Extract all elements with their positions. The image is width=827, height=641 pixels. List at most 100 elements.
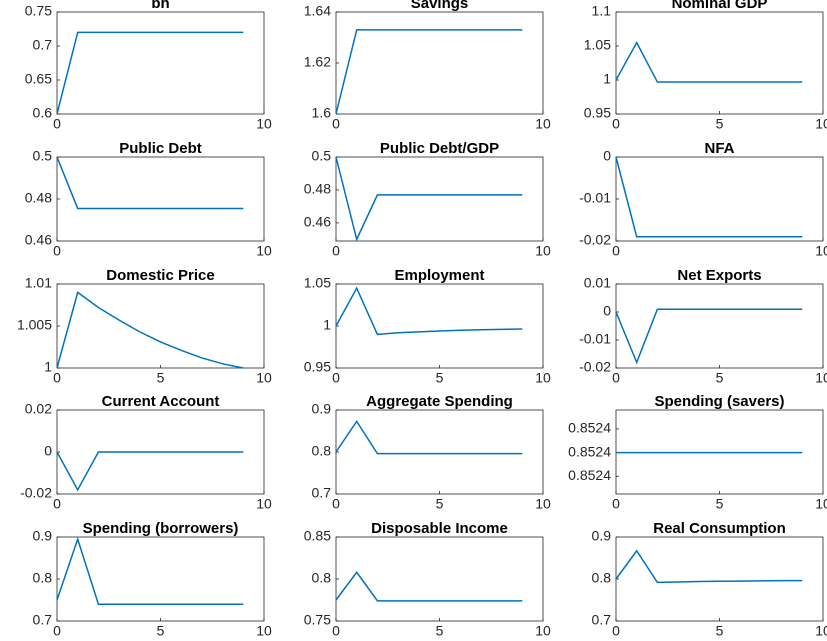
y-tick-label: -0.02	[579, 232, 611, 248]
subplot-title: Public Debt/GDP	[380, 140, 499, 157]
y-tick-label: 0.7	[592, 612, 612, 628]
y-tick-label: 0.7	[33, 37, 53, 53]
y-tick-label: 0.8524	[568, 443, 611, 459]
y-tick-label: 0.7	[312, 485, 332, 501]
data-line	[335, 29, 523, 115]
x-tick-label: 10	[535, 496, 551, 512]
y-tick-label: 0.6	[33, 105, 53, 121]
y-tick-label: 0	[44, 443, 52, 459]
y-tick-label: 1	[323, 317, 331, 333]
x-tick-label: 5	[716, 370, 724, 386]
y-tick-label: 1.05	[304, 275, 331, 291]
axes-frame	[615, 536, 824, 622]
subplot-title: Disposable Income	[371, 520, 508, 537]
y-tick-label: 0.8	[312, 443, 332, 459]
x-tick-label: 10	[815, 496, 827, 512]
y-tick-label: 0.01	[584, 275, 611, 291]
data-line	[335, 156, 523, 242]
y-tick-label: 1.62	[304, 54, 331, 70]
y-tick-label: 0.48	[304, 181, 331, 197]
subplot-title: Current Account	[102, 393, 220, 410]
x-tick-label: 0	[612, 243, 620, 259]
x-tick-label: 10	[535, 623, 551, 639]
axes-frame	[335, 283, 544, 369]
x-tick-label: 5	[157, 623, 165, 639]
x-tick-label: 10	[535, 370, 551, 386]
x-tick-label: 5	[716, 623, 724, 639]
y-tick-label: 0.9	[592, 528, 612, 544]
y-tick-label: 0.95	[304, 359, 331, 375]
y-tick-label: 0.85	[304, 528, 331, 544]
y-tick-label: 0.8524	[568, 420, 611, 436]
x-tick-label: 0	[612, 623, 620, 639]
subplot-title: Employment	[394, 267, 484, 284]
data-line	[56, 451, 244, 492]
y-tick-label: 0.48	[25, 190, 52, 206]
data-line	[56, 291, 244, 369]
x-tick-label: 0	[53, 496, 61, 512]
y-tick-label: 0.46	[304, 214, 331, 230]
x-tick-label: 0	[612, 116, 620, 132]
y-tick-label: 0.75	[25, 3, 52, 19]
subplot-title: Savings	[411, 0, 469, 12]
y-tick-label: 1.64	[304, 3, 331, 19]
subplot-title: Domestic Price	[106, 267, 214, 284]
x-tick-label: 10	[256, 623, 272, 639]
y-tick-label: 1	[44, 359, 52, 375]
x-tick-label: 0	[612, 496, 620, 512]
x-tick-label: 0	[332, 370, 340, 386]
subplot-title: Spending (savers)	[654, 393, 784, 410]
x-tick-label: 5	[436, 623, 444, 639]
y-tick-label: 0.8	[592, 570, 612, 586]
x-tick-label: 10	[815, 243, 827, 259]
axes-frame	[615, 156, 824, 242]
y-tick-label: 0.8524	[568, 467, 611, 483]
data-line	[56, 31, 244, 115]
data-line	[335, 571, 523, 602]
x-tick-label: 0	[332, 496, 340, 512]
subplot-title: Nominal GDP	[672, 0, 768, 12]
y-tick-label: 0.46	[25, 232, 52, 248]
axes-frame	[335, 11, 544, 115]
y-tick-label: 0.65	[25, 71, 52, 87]
axes-frame	[56, 11, 265, 115]
x-tick-label: 5	[157, 370, 165, 386]
data-line	[56, 156, 244, 210]
y-tick-label: 0.95	[584, 105, 611, 121]
data-line	[615, 156, 803, 238]
x-tick-label: 5	[436, 370, 444, 386]
x-tick-label: 0	[332, 116, 340, 132]
y-tick-label: 1.05	[584, 37, 611, 53]
x-tick-label: 0	[53, 243, 61, 259]
x-tick-label: 10	[535, 243, 551, 259]
y-tick-label: 1.005	[17, 317, 52, 333]
x-tick-label: 10	[815, 116, 827, 132]
subplot-title: NFA	[705, 140, 735, 157]
x-tick-label: 10	[815, 370, 827, 386]
axes-frame	[335, 536, 544, 622]
y-tick-label: 0.7	[33, 612, 53, 628]
axes-frame	[56, 283, 265, 369]
y-tick-label: 0.9	[312, 401, 332, 417]
x-tick-label: 0	[53, 623, 61, 639]
x-tick-label: 5	[716, 116, 724, 132]
subplot-title: Net Exports	[677, 267, 761, 284]
x-tick-label: 10	[256, 243, 272, 259]
data-line	[615, 41, 803, 83]
y-tick-label: 1	[603, 71, 611, 87]
y-tick-label: 0.8	[312, 570, 332, 586]
data-line	[335, 286, 523, 336]
y-tick-label: 1.1	[592, 3, 612, 19]
y-tick-label: 0.8	[33, 570, 53, 586]
x-tick-label: 10	[815, 623, 827, 639]
subplot-title: Public Debt	[119, 140, 202, 157]
axes-frame	[615, 283, 824, 369]
axes-frame	[615, 11, 824, 115]
x-tick-label: 0	[612, 370, 620, 386]
subplot-title: Aggregate Spending	[366, 393, 513, 410]
y-tick-label: -0.01	[579, 190, 611, 206]
data-line	[56, 536, 244, 605]
y-tick-label: 0.5	[312, 148, 332, 164]
